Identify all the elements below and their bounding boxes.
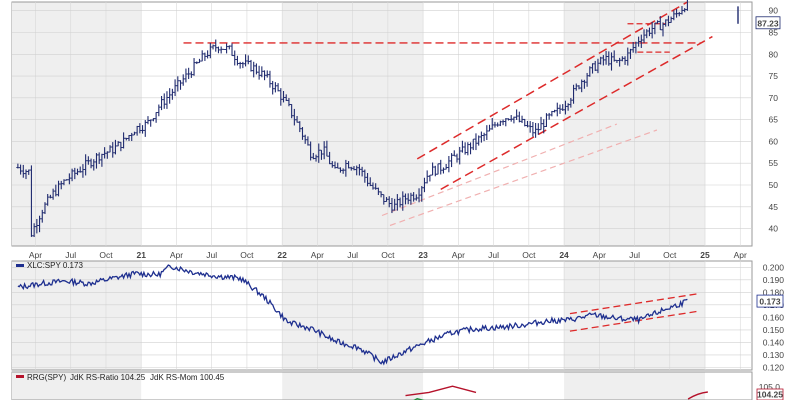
price-y-tick-label: 50 xyxy=(769,180,779,190)
x-tick-label: Apr xyxy=(452,250,465,260)
price-channel-upper-line xyxy=(416,1,688,160)
x-tick-label: Apr xyxy=(170,250,183,260)
rrg-legend-label: RRG(SPY) xyxy=(27,373,66,382)
ratio-last-value-box xyxy=(756,294,784,308)
x-tick-label: Jul xyxy=(206,250,217,260)
x-tick-label: Oct xyxy=(663,250,677,260)
price-y-tick-label: 45 xyxy=(769,202,779,212)
x-tick-label: Oct xyxy=(99,250,113,260)
x-tick-label: Jul xyxy=(65,250,76,260)
x-tick-label: 23 xyxy=(418,250,428,260)
price-y-tick-label: 70 xyxy=(769,93,779,103)
ratio-y-tick-label: 0.200 xyxy=(763,262,785,272)
ratio-y-tick-label: 0.190 xyxy=(763,275,785,285)
x-tick-label: Apr xyxy=(29,250,42,260)
pane-2-year-band xyxy=(282,372,424,400)
price-y-tick-label: 90 xyxy=(769,6,779,16)
x-tick-label: Oct xyxy=(522,250,536,260)
x-tick-label: Apr xyxy=(734,250,747,260)
price-y-tick-label: 40 xyxy=(769,224,779,234)
price-channel-outer-line xyxy=(389,129,658,227)
price-y-tick-label: 80 xyxy=(769,49,779,59)
x-tick-label: 25 xyxy=(700,250,710,260)
rrg-last-value-box xyxy=(756,388,784,400)
pane-0-year-band xyxy=(12,2,142,246)
pane-1-year-band xyxy=(12,261,142,370)
rrg-ratio-line xyxy=(405,385,477,397)
ratio-y-tick-label: 0.120 xyxy=(763,362,785,372)
ratio-y-tick-label: 0.140 xyxy=(763,337,785,347)
rrg-ratio-legend-label: JdK RS-Ratio 104.25 xyxy=(70,373,146,382)
pane-2-year-band xyxy=(12,372,142,400)
x-tick-label: Jul xyxy=(488,250,499,260)
rrg-last-value-label: 104.25 xyxy=(757,390,783,400)
rrg-mom-line xyxy=(413,397,425,400)
price-last-value-box xyxy=(755,16,781,30)
x-tick-label: Apr xyxy=(593,250,606,260)
x-tick-label: 21 xyxy=(136,250,146,260)
price-y-tick-label: 65 xyxy=(769,115,779,125)
pane-2-year-band xyxy=(564,372,706,400)
ratio-legend-swatch xyxy=(16,264,24,267)
x-tick-label: Jul xyxy=(347,250,358,260)
price-last-value-label: 87.23 xyxy=(757,18,779,28)
ratio-y-tick-label: 0.130 xyxy=(763,350,785,360)
x-tick-label: Apr xyxy=(311,250,324,260)
price-channel-outer-line xyxy=(381,123,618,217)
ratio-series-line xyxy=(17,264,688,366)
price-y-tick-label: 75 xyxy=(769,71,779,81)
price-y-tick-label: 85 xyxy=(769,28,779,38)
x-tick-label: 22 xyxy=(277,250,287,260)
x-tick-label: Jul xyxy=(629,250,640,260)
ratio-legend-label: XLC:SPY 0.173 xyxy=(27,261,83,270)
price-channel-lower-line xyxy=(440,35,713,191)
ratio-y-tick-label: 0.150 xyxy=(763,325,785,335)
rrg-mom-legend-label: JdK RS-Mom 100.45 xyxy=(150,373,225,382)
ratio-last-value-label: 0.173 xyxy=(759,297,781,307)
price-y-tick-label: 55 xyxy=(769,158,779,168)
rrg-ratio-line-end xyxy=(687,391,708,400)
ratio-y-tick-label: 0.180 xyxy=(763,287,785,297)
price-y-tick-label: 60 xyxy=(769,136,779,146)
rrg-legend-swatch xyxy=(16,375,24,378)
ratio-y-tick-label: 0.160 xyxy=(763,312,785,322)
rrg-y-tick-label: 105.0 xyxy=(759,382,781,392)
x-tick-label: 24 xyxy=(559,250,569,260)
x-tick-label: Oct xyxy=(381,250,395,260)
x-tick-label: Oct xyxy=(240,250,254,260)
